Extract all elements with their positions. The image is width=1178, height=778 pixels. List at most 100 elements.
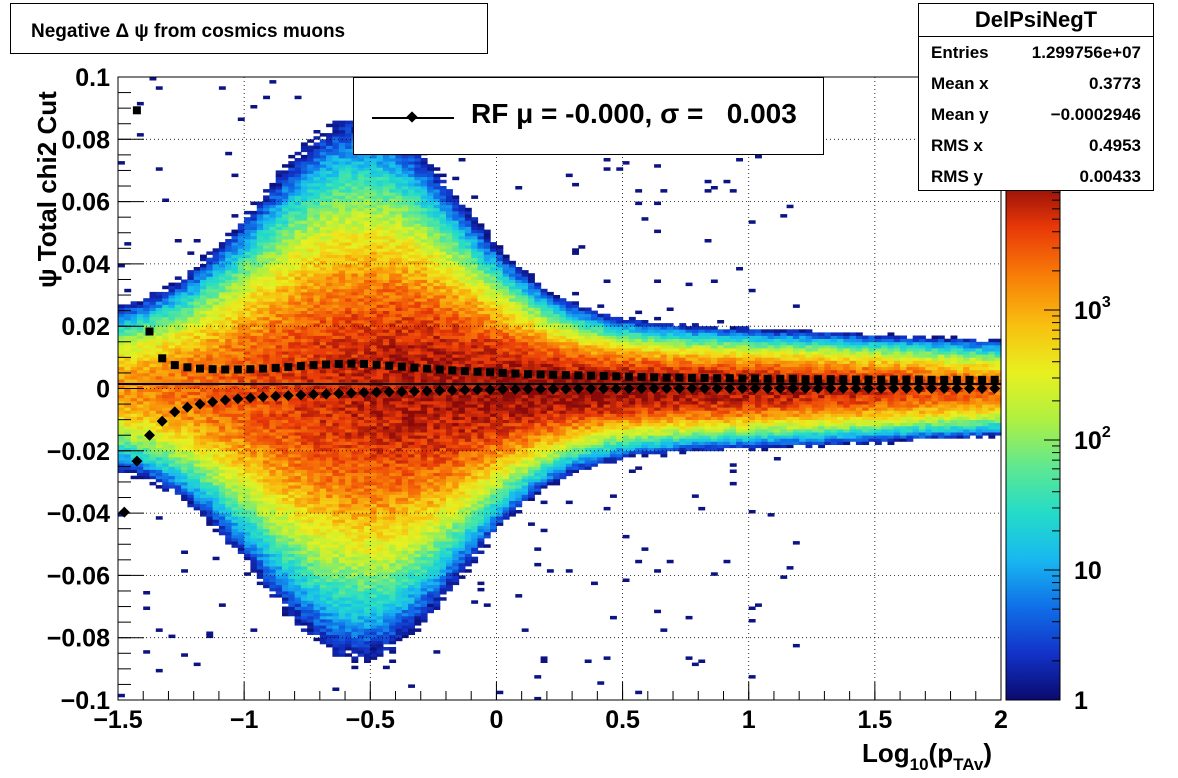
y-tick-label: 0.02 — [61, 313, 110, 341]
mean-point — [295, 389, 307, 401]
stat-row: Entries 1.299756e+07 — [919, 37, 1153, 68]
sigma-point — [145, 327, 154, 336]
sigma-point — [435, 365, 444, 374]
mean-point — [648, 383, 660, 394]
mean-point — [232, 393, 244, 405]
sigma-point — [196, 364, 204, 373]
sigma-point — [713, 374, 722, 383]
mean-point — [308, 388, 320, 400]
sigma-point — [334, 359, 343, 368]
sigma-point — [776, 374, 785, 383]
sigma-point — [486, 368, 495, 377]
stat-label: RMS y — [931, 167, 983, 186]
mean-point — [673, 383, 685, 394]
stat-row: Mean x 0.3773 — [919, 68, 1153, 99]
sigma-point — [725, 374, 734, 383]
mean-point — [837, 383, 849, 394]
sigma-point — [372, 360, 381, 369]
mean-point — [799, 383, 811, 394]
mean-point — [270, 390, 282, 402]
y-tick-label: 0 — [96, 376, 110, 404]
sigma-point — [990, 375, 999, 384]
sigma-point — [448, 366, 457, 375]
legend-box: RF μ = -0.000, σ = 0.003 — [353, 77, 824, 155]
mean-point — [825, 383, 837, 394]
colorbar-ticks — [1044, 185, 1060, 701]
stat-row: RMS y 0.00433 — [919, 161, 1153, 192]
sigma-point — [536, 370, 545, 379]
x-tick-label: 0.5 — [605, 706, 640, 734]
y-tick-label: −0.02 — [47, 438, 110, 466]
mean-point — [320, 388, 332, 400]
sigma-point — [246, 365, 255, 374]
colorbar-label: 102 — [1074, 424, 1111, 455]
y-axis-label: ψ Total chi2 Cut — [32, 91, 62, 288]
sigma-point — [183, 363, 192, 372]
sigma-point — [132, 106, 141, 115]
y-tick-label: 0.1 — [75, 64, 110, 92]
sigma-point — [700, 373, 709, 382]
stats-name: DelPsiNegT — [919, 4, 1153, 37]
sigma-point — [851, 375, 860, 384]
sigma-point — [460, 367, 469, 376]
sigma-point — [650, 373, 659, 382]
histogram-title: Negative Δ ψ from cosmics muons — [31, 21, 346, 42]
mean-point — [976, 383, 988, 394]
x-axis-label: Log10(pTAv) — [862, 738, 992, 774]
sigma-point — [397, 362, 406, 371]
sigma-point — [637, 373, 646, 381]
mean-point — [169, 406, 181, 418]
sigma-point — [902, 375, 911, 384]
mean-point — [396, 386, 408, 398]
y-tick-label: −0.1 — [61, 687, 110, 715]
stat-row: RMS x 0.4953 — [919, 130, 1153, 161]
sigma-point — [688, 373, 696, 382]
x-tick-label: −0.5 — [346, 706, 395, 734]
stats-box: DelPsiNegT Entries 1.299756e+07 Mean x 0.3… — [918, 3, 1154, 191]
x-tick-labels: −1.5 −1 −0.5 0 0.5 1 1.5 2 — [93, 706, 1008, 734]
mean-point — [686, 383, 698, 394]
sigma-point — [839, 375, 848, 384]
x-tick-label: 0 — [489, 706, 503, 734]
colorbar-label: 1 — [1074, 687, 1088, 715]
stat-value: −0.0002946 — [1050, 105, 1141, 124]
mean-point — [358, 387, 370, 399]
mean-point — [585, 383, 597, 395]
mean-point — [408, 385, 420, 397]
mean-point — [850, 383, 862, 394]
sigma-point — [410, 363, 419, 372]
mean-point — [989, 383, 1001, 394]
mean-point — [560, 383, 572, 395]
sigma-point — [738, 374, 747, 383]
mean-point — [787, 383, 799, 394]
sigma-point — [940, 375, 949, 384]
sigma-point — [385, 361, 394, 370]
mean-point — [547, 383, 559, 395]
sigma-point — [788, 374, 797, 383]
sigma-point — [952, 375, 961, 384]
mean-point — [156, 415, 168, 427]
mean-point — [736, 383, 748, 394]
mean-point — [421, 385, 433, 397]
mean-point — [194, 398, 206, 410]
colorbar-label: 10 — [1074, 557, 1102, 585]
y-tick-label: −0.06 — [47, 562, 110, 590]
sigma-point — [574, 371, 583, 380]
mean-point — [181, 401, 193, 413]
sigma-point — [864, 375, 873, 384]
sigma-point — [360, 359, 368, 368]
stat-label: Entries — [931, 43, 989, 62]
sigma-point — [814, 375, 823, 384]
stat-value: 1.299756e+07 — [1031, 43, 1141, 62]
sigma-point — [423, 364, 432, 373]
mean-point — [951, 383, 963, 394]
x-tick-label: 1.5 — [857, 706, 892, 734]
mean-point — [572, 383, 584, 395]
mean-point — [371, 386, 383, 398]
sigma-point — [826, 375, 835, 384]
mean-point — [472, 384, 484, 396]
sigma-point — [675, 373, 684, 382]
mean-point — [749, 383, 761, 394]
y-tick-label: 0.08 — [61, 126, 110, 154]
